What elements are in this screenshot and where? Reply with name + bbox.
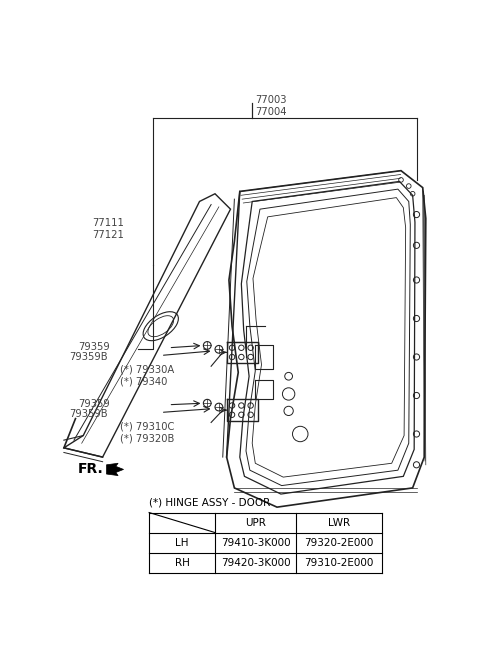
Text: 79410-3K000: 79410-3K000 bbox=[221, 537, 290, 547]
Text: (*) HINGE ASSY - DOOR: (*) HINGE ASSY - DOOR bbox=[149, 498, 270, 508]
Text: LH: LH bbox=[175, 537, 189, 547]
Text: 79359: 79359 bbox=[78, 342, 109, 352]
Text: 79420-3K000: 79420-3K000 bbox=[221, 557, 290, 568]
Polygon shape bbox=[107, 464, 123, 475]
Text: LWR: LWR bbox=[328, 517, 350, 527]
Text: 79310-2E000: 79310-2E000 bbox=[304, 557, 374, 568]
Text: (*) 79310C
(*) 79320B: (*) 79310C (*) 79320B bbox=[120, 422, 174, 444]
Text: RH: RH bbox=[175, 557, 190, 568]
Text: UPR: UPR bbox=[245, 517, 266, 527]
Text: FR.: FR. bbox=[78, 462, 104, 475]
Text: 77003
77004: 77003 77004 bbox=[255, 95, 287, 117]
Text: 79359B: 79359B bbox=[69, 410, 108, 420]
Text: 77111
77121: 77111 77121 bbox=[93, 218, 124, 240]
Text: 79320-2E000: 79320-2E000 bbox=[304, 537, 374, 547]
Text: 79359B: 79359B bbox=[69, 352, 108, 362]
Text: 79359: 79359 bbox=[78, 400, 109, 410]
Text: (*) 79330A
(*) 79340: (*) 79330A (*) 79340 bbox=[120, 364, 174, 386]
